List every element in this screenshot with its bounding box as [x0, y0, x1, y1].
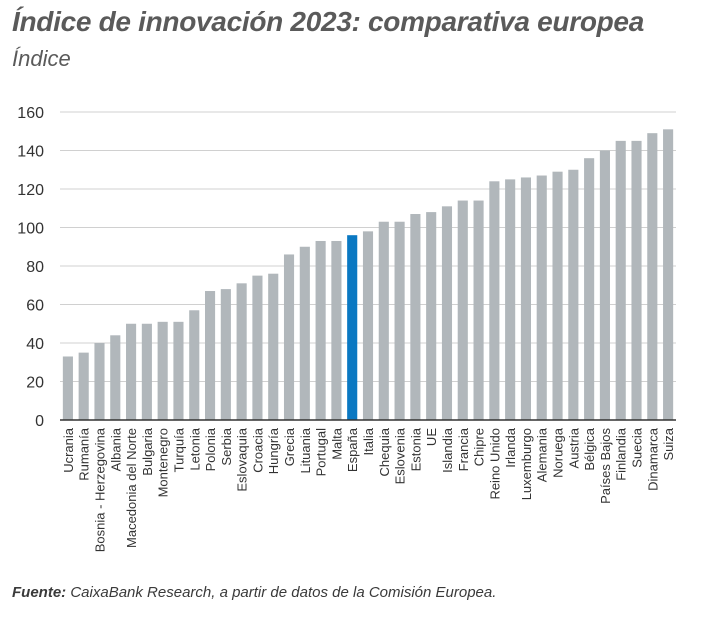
- bar: [299, 246, 310, 420]
- bar: [599, 150, 610, 420]
- x-tick-label: Finlandia: [614, 427, 629, 481]
- bar: [457, 200, 468, 420]
- bar: [378, 221, 389, 420]
- bar: [94, 343, 105, 420]
- bar: [283, 254, 295, 420]
- bar: [189, 310, 200, 420]
- chart-title: Índice de innovación 2023: comparativa e…: [12, 6, 644, 37]
- chart-subtitle: Índice: [12, 46, 71, 71]
- bar: [268, 273, 279, 420]
- bar: [394, 221, 405, 420]
- x-tick-label: Eslovenia: [393, 427, 408, 484]
- x-tick-label: España: [345, 427, 360, 472]
- x-axis-labels: Ucrania Rumanía Bosnia - Herzegovina Albani…: [61, 427, 676, 552]
- x-tick-label: Eslovaquia: [235, 427, 250, 491]
- bar: [473, 200, 484, 420]
- bar: [331, 240, 342, 420]
- x-tick-label: Francia: [456, 427, 471, 471]
- y-tick-label: 120: [17, 182, 44, 199]
- bar: [615, 140, 626, 420]
- x-tick-label: Irlanda: [503, 427, 518, 468]
- x-tick-label: Albania: [108, 427, 123, 471]
- x-tick-label: Turquía: [171, 427, 186, 472]
- bar: [126, 323, 137, 420]
- x-tick-label: Suiza: [661, 427, 676, 460]
- bar: [663, 129, 674, 420]
- bar: [410, 214, 421, 420]
- x-tick-label: Serbia: [219, 427, 234, 465]
- bar-highlighted: [347, 235, 358, 420]
- x-tick-label: Hungría: [266, 427, 281, 474]
- bar: [441, 206, 453, 420]
- bar: [62, 356, 73, 420]
- bar: [204, 291, 216, 420]
- x-tick-label: Lituania: [298, 427, 313, 473]
- x-tick-label: Alemania: [535, 427, 550, 482]
- bar: [426, 212, 437, 420]
- x-tick-label: Chequia: [377, 427, 392, 476]
- bar: [520, 177, 532, 420]
- bar: [110, 335, 121, 420]
- x-tick-label: Letonia: [187, 427, 202, 470]
- x-tick-label: UE: [424, 428, 439, 446]
- x-tick-label: Noruega: [551, 427, 566, 478]
- bar: [362, 231, 374, 420]
- x-tick-label: Ucrania: [61, 427, 76, 473]
- bar: [631, 140, 642, 420]
- x-tick-label: Islandia: [440, 427, 455, 473]
- x-tick-label: Rumanía: [77, 427, 92, 481]
- bar: [536, 175, 547, 420]
- x-tick-label: Portugal: [314, 428, 329, 477]
- y-tick-label: 60: [26, 298, 44, 315]
- bar: [157, 321, 168, 420]
- bar: [236, 283, 247, 420]
- x-tick-label: Chipre: [472, 428, 487, 466]
- x-tick-label: Suecia: [630, 427, 645, 468]
- x-tick-label: Polonia: [203, 427, 218, 471]
- bar: [489, 181, 500, 420]
- bar: [647, 133, 658, 421]
- bar: [78, 352, 89, 420]
- x-tick-label: Países Bajos: [598, 428, 613, 504]
- source-text: CaixaBank Research, a partir de datos de…: [66, 584, 497, 601]
- x-tick-label: Malta: [329, 427, 344, 460]
- bar: [505, 179, 516, 420]
- y-tick-label: 100: [17, 221, 44, 238]
- x-tick-label: Croacia: [250, 427, 265, 473]
- bars: [62, 129, 674, 421]
- x-tick-label: Dinamarca: [645, 427, 660, 491]
- bar: [584, 158, 595, 420]
- y-tick-label: 160: [17, 105, 44, 122]
- bar: [552, 171, 563, 420]
- x-tick-label: Bulgaria: [140, 427, 155, 475]
- bar: [568, 169, 579, 420]
- y-tick-label: 40: [26, 336, 44, 353]
- y-tick-label: 20: [26, 375, 44, 392]
- x-tick-label: Austria: [566, 427, 581, 468]
- bar: [141, 323, 152, 420]
- x-tick-label: Montenegro: [156, 428, 171, 497]
- bar: [252, 275, 263, 420]
- x-tick-label: Reino Unido: [487, 428, 502, 500]
- y-tick-label: 0: [35, 413, 44, 430]
- x-tick-label: Luxemburgo: [519, 428, 534, 500]
- x-tick-label: Grecia: [282, 427, 297, 466]
- y-tick-label: 80: [26, 259, 44, 276]
- bar: [315, 240, 326, 420]
- y-axis-ticks: 0 20 40 60 80 100 120 140 160: [17, 105, 44, 430]
- y-tick-label: 140: [17, 144, 44, 161]
- x-tick-label: Estonia: [408, 427, 423, 471]
- source-note: Fuente: CaixaBank Research, a partir de …: [12, 584, 496, 601]
- x-tick-label: Bosnia - Herzegovina: [92, 427, 107, 552]
- bar: [173, 321, 184, 420]
- bar: [220, 289, 231, 420]
- source-label: Fuente:: [12, 584, 67, 601]
- x-tick-label: Italia: [361, 427, 376, 455]
- x-tick-label: Macedonia del Norte: [124, 428, 139, 548]
- x-tick-label: Bélgica: [582, 427, 597, 470]
